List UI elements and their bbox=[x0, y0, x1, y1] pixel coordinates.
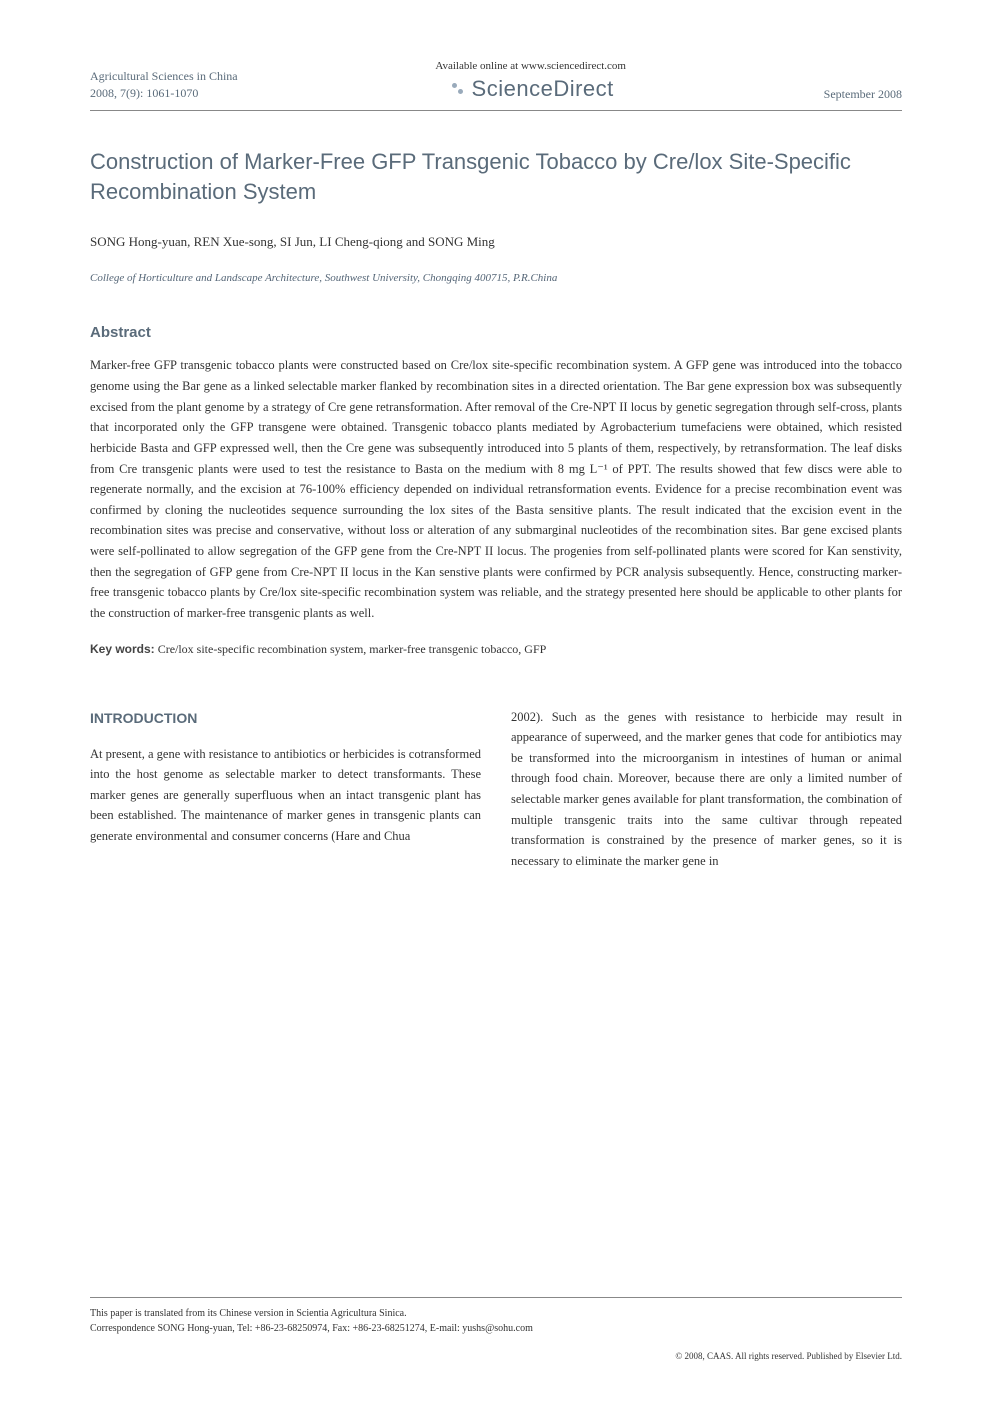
article-title: Construction of Marker-Free GFP Transgen… bbox=[90, 147, 902, 206]
intro-paragraph-left: At present, a gene with resistance to an… bbox=[90, 744, 481, 847]
journal-info: Agricultural Sciences in China 2008, 7(9… bbox=[90, 68, 238, 102]
page-header: Agricultural Sciences in China 2008, 7(9… bbox=[90, 60, 902, 111]
copyright-line: © 2008, CAAS. All rights reserved. Publi… bbox=[90, 1350, 902, 1364]
sciencedirect-logo-icon bbox=[448, 83, 468, 97]
keywords-line: Key words: Cre/lox site-specific recombi… bbox=[90, 642, 902, 657]
journal-name: Agricultural Sciences in China bbox=[90, 68, 238, 85]
body-column-left: INTRODUCTION At present, a gene with res… bbox=[90, 707, 481, 872]
author-list: SONG Hong-yuan, REN Xue-song, SI Jun, LI… bbox=[90, 234, 902, 250]
abstract-heading: Abstract bbox=[90, 324, 902, 341]
introduction-heading: INTRODUCTION bbox=[90, 707, 481, 730]
intro-paragraph-right: 2002). Such as the genes with resistance… bbox=[511, 707, 902, 872]
sciencedirect-text: ScienceDirect bbox=[472, 76, 614, 101]
keywords-text: Cre/lox site-specific recombination syst… bbox=[155, 642, 547, 656]
issue-date: September 2008 bbox=[824, 87, 902, 102]
available-online-text: Available online at www.sciencedirect.co… bbox=[238, 60, 824, 72]
sciencedirect-brand: ScienceDirect bbox=[238, 76, 824, 102]
translation-note: This paper is translated from its Chines… bbox=[90, 1306, 902, 1321]
header-center: Available online at www.sciencedirect.co… bbox=[238, 60, 824, 102]
citation: 2008, 7(9): 1061-1070 bbox=[90, 85, 238, 102]
correspondence-line: Correspondence SONG Hong-yuan, Tel: +86-… bbox=[90, 1321, 902, 1336]
abstract-body: Marker-free GFP transgenic tobacco plant… bbox=[90, 355, 902, 623]
page-footer: This paper is translated from its Chines… bbox=[90, 1297, 902, 1364]
body-column-right: 2002). Such as the genes with resistance… bbox=[511, 707, 902, 872]
affiliation: College of Horticulture and Landscape Ar… bbox=[90, 272, 902, 284]
keywords-label: Key words: bbox=[90, 642, 155, 656]
body-columns: INTRODUCTION At present, a gene with res… bbox=[90, 707, 902, 872]
